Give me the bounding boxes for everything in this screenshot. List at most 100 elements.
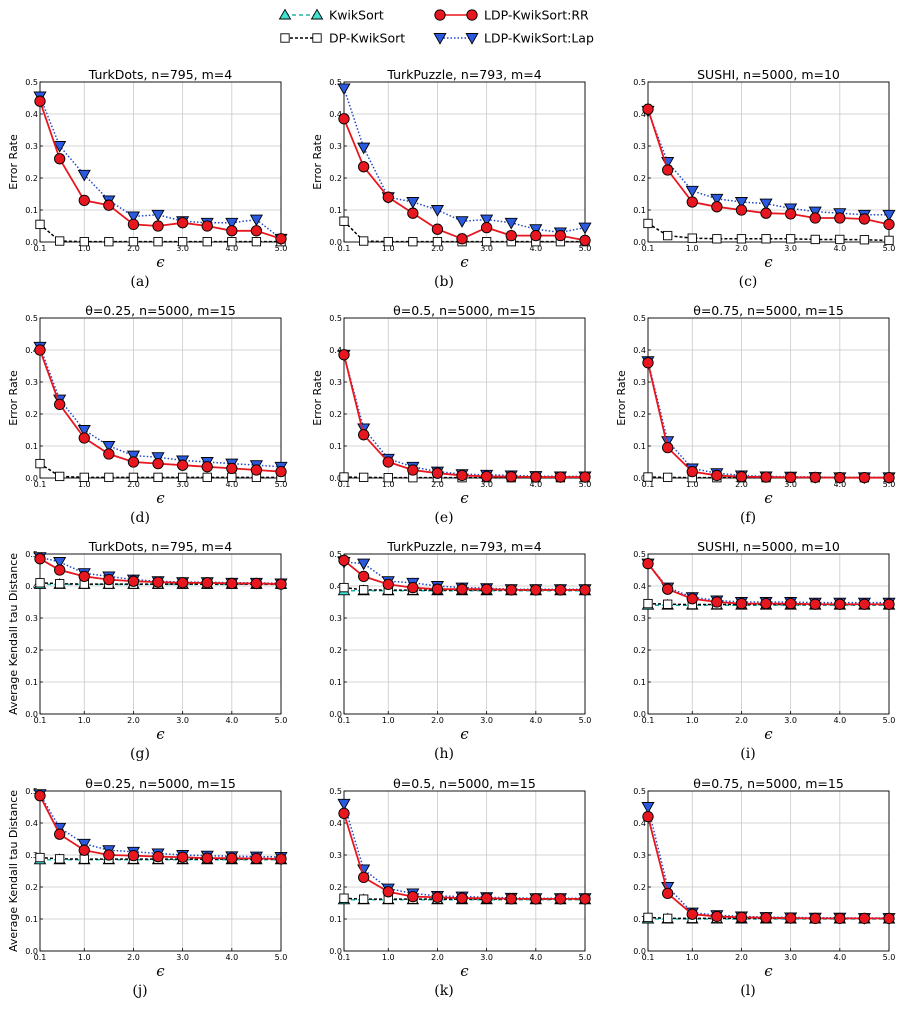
point-dp <box>835 234 845 245</box>
point-lap <box>337 83 351 96</box>
y-tick-label: 0.5 <box>25 78 38 87</box>
y-tick-label: 0.1 <box>25 678 38 687</box>
point-dp <box>55 579 65 589</box>
x-tick-label: 5.0 <box>579 480 592 489</box>
point-rr <box>431 891 444 903</box>
point-rr <box>579 584 591 596</box>
point-dp <box>177 237 188 247</box>
point-dp <box>339 216 349 226</box>
point-rr <box>530 229 542 242</box>
point-rr <box>358 570 370 583</box>
y-tick-label: 0.1 <box>633 915 646 924</box>
point-lap <box>357 142 371 155</box>
point-lap <box>102 441 116 453</box>
y-tick-label: 0.3 <box>329 614 342 623</box>
point-dp <box>643 472 653 482</box>
point-rr <box>275 233 287 245</box>
x-tick-label: 1.0 <box>78 244 91 253</box>
point-rr <box>103 849 115 861</box>
series-dp <box>643 218 894 246</box>
x-tick-label: 5.0 <box>883 716 896 725</box>
point-rr <box>662 441 674 454</box>
plot-frame <box>39 81 282 243</box>
plot-frame <box>343 553 586 715</box>
y-tick-label: 0.3 <box>633 851 646 860</box>
grid <box>39 81 282 243</box>
point-rr <box>34 344 46 356</box>
point-lap <box>710 193 724 206</box>
x-tick-label: 1.0 <box>686 480 699 489</box>
point-lap <box>504 217 518 230</box>
point-rr <box>54 564 66 576</box>
panel-caption: (d) <box>130 510 150 526</box>
series-rr <box>642 557 895 610</box>
y-tick-label: 0.4 <box>25 346 38 355</box>
x-tick-label: 3.0 <box>480 953 493 962</box>
y-tick-label: 0.3 <box>329 142 342 151</box>
panel-d: 0.00.10.20.30.40.50.1 1.0 2.0 3.0 4.0 5.0θ=0.… <box>7 303 288 526</box>
point-rr <box>784 471 797 484</box>
y-tick-label: 0.1 <box>25 442 38 451</box>
y-tick-label: 0.4 <box>329 110 342 119</box>
series-line-rr <box>343 354 585 478</box>
point-rr <box>662 164 674 176</box>
point-rr <box>711 201 723 213</box>
y-tick-label: 0.3 <box>25 614 38 623</box>
y-tick-label: 0.1 <box>329 442 342 451</box>
series-line-lap <box>343 803 585 899</box>
series-lap <box>337 349 592 484</box>
point-dp <box>687 233 697 243</box>
x-tick-label: 5.0 <box>883 953 896 962</box>
y-tick-label: 0.2 <box>633 174 646 183</box>
point-rr <box>760 207 772 219</box>
point-rr <box>250 464 263 476</box>
point-rr <box>554 584 567 596</box>
series-line-rr <box>343 813 585 900</box>
x-tick-label: 3.0 <box>176 953 189 962</box>
point-rr <box>382 191 394 203</box>
x-axis-label: ϵ <box>460 253 469 271</box>
x-tick-label: 0.1 <box>642 953 655 962</box>
point-lap <box>225 217 239 230</box>
point-rr <box>662 887 674 900</box>
point-rr <box>809 212 821 224</box>
point-dp <box>104 472 114 483</box>
point-dp <box>810 234 820 245</box>
point-dp <box>643 218 653 229</box>
point-rr <box>760 471 772 483</box>
panel-title: TurkDots, n=795, m=4 <box>88 539 233 554</box>
y-tick-label: 0.2 <box>329 646 342 655</box>
point-rr <box>152 576 164 588</box>
point-rr <box>505 471 517 483</box>
y-tick-label: 0.0 <box>25 947 38 956</box>
panel-h: 0.00.10.20.30.40.50.1 1.0 2.0 3.0 4.0 5.0Turk… <box>329 539 592 762</box>
point-rr <box>456 892 468 904</box>
point-rr <box>338 113 350 125</box>
y-tick-label: 0.2 <box>329 883 342 892</box>
point-rr <box>176 459 189 471</box>
y-tick-label: 0.2 <box>633 410 646 419</box>
point-rr <box>78 844 90 856</box>
y-tick-label: 0.2 <box>633 883 646 892</box>
y-tick-label: 0.5 <box>633 314 646 323</box>
point-rr <box>201 220 213 232</box>
y-tick-label: 0.4 <box>633 110 646 119</box>
point-rr <box>530 471 542 483</box>
x-tick-label: 3.0 <box>784 716 797 725</box>
y-tick-label: 0.5 <box>329 550 342 559</box>
series-rr <box>34 790 287 865</box>
x-tick-label: 0.1 <box>642 480 655 489</box>
plot-frame <box>647 317 890 479</box>
panel-caption: (i) <box>740 746 755 762</box>
x-tick-label: 3.0 <box>176 480 189 489</box>
panels: 0.00.10.20.30.40.50.1 1.0 2.0 3.0 4.0 5.0Turk… <box>7 67 896 999</box>
point-lap <box>406 197 420 209</box>
point-dp <box>202 472 212 483</box>
point-rr <box>480 892 493 904</box>
point-rr <box>103 573 115 586</box>
series-line-lap <box>39 793 282 858</box>
point-dp <box>251 237 262 247</box>
point-rr <box>686 593 698 605</box>
point-dp <box>79 472 89 483</box>
point-dp <box>153 237 163 247</box>
